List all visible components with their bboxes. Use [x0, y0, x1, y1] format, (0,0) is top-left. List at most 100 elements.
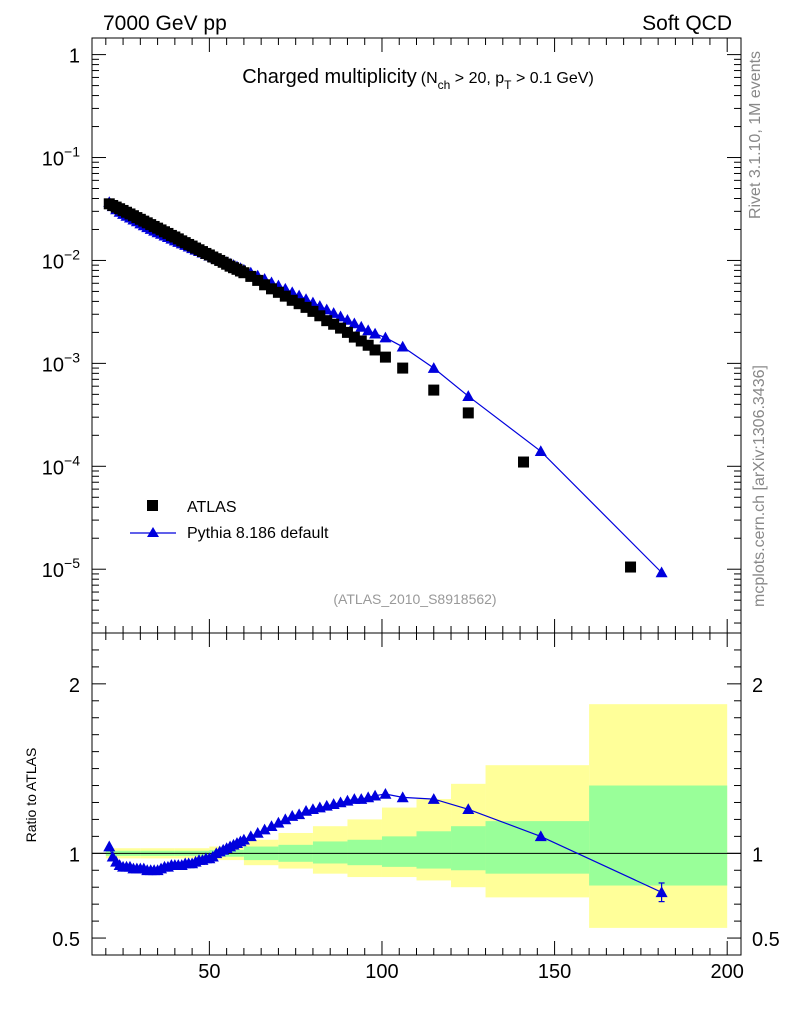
atlas-point: [348, 331, 360, 343]
main-y-tick-labels: 110−110−210−310−410−5: [42, 46, 80, 583]
chart-title-sub-ch: ch: [438, 78, 451, 92]
main-y-tick-exp: −1: [64, 144, 80, 160]
pythia-point: [334, 310, 347, 322]
x-tick-label: 200: [711, 961, 744, 983]
atlas-point: [335, 322, 347, 334]
ratio-y-tick-label-left: 1: [69, 844, 80, 866]
atlas-point: [369, 344, 381, 356]
atlas-point: [362, 339, 374, 351]
main-y-tick-exp: −2: [64, 246, 80, 262]
atlas-point: [307, 305, 319, 317]
main-y-tick-base: 10: [42, 354, 64, 376]
atlas-points: [103, 198, 637, 573]
atlas-point: [286, 294, 298, 306]
main-y-tick-label: 10−1: [42, 144, 80, 171]
ratio-band-green: [416, 831, 452, 869]
chart-title-open: (N: [421, 70, 438, 87]
ratio-point: [427, 793, 440, 804]
pythia-point: [369, 327, 382, 339]
main-y-tick-label: 10−5: [42, 555, 80, 582]
legend-pythia-label: Pythia 8.186 default: [187, 525, 329, 542]
main-y-tick-base: 10: [42, 149, 64, 171]
ratio-point: [293, 808, 306, 820]
ratio-point: [237, 833, 250, 845]
ratio-y-tick-label-right: 0.5: [752, 929, 780, 951]
atlas-point: [293, 298, 305, 310]
x-tick-labels: 50 100 150 200: [198, 961, 744, 983]
ratio-y-axis-label: Ratio to ATLAS: [23, 748, 39, 843]
ratio-band-green: [589, 785, 728, 886]
main-ticks: [92, 38, 741, 633]
legend-atlas-marker: [147, 500, 158, 511]
ratio-ticks: [92, 633, 741, 955]
main-y-tick-base: 10: [42, 560, 64, 582]
pythia-point: [355, 320, 368, 332]
main-y-tick-exp: −5: [64, 555, 80, 571]
header-right: Soft QCD: [642, 12, 732, 35]
main-panel: 110−110−210−310−410−5 Charged multiplici…: [42, 37, 742, 634]
rivet-version: Rivet 3.1.10, 1M events: [747, 51, 764, 219]
ratio-panel: 0.5 0.5 1 1 2 2 50 100 150 200 Ratio to ATLAS: [23, 632, 780, 983]
main-y-tick-label: 10−3: [42, 349, 80, 376]
ratio-band-green: [312, 841, 348, 864]
ratio-points: [103, 788, 668, 903]
atlas-point: [625, 561, 637, 573]
ratio-band-green: [485, 821, 590, 874]
pythia-point: [462, 390, 475, 401]
atlas-point: [252, 274, 264, 286]
header-left: 7000 GeV pp: [103, 12, 227, 35]
atlas-point: [397, 362, 409, 374]
pythia-point: [362, 324, 375, 336]
main-y-tick-exp: −3: [64, 349, 80, 365]
atlas-point: [518, 456, 530, 468]
ratio-point: [534, 830, 547, 842]
pythia-point: [655, 566, 668, 578]
atlas-point: [272, 286, 284, 298]
main-y-tick-label: 1: [69, 46, 80, 68]
main-y-tick-label: 10−4: [42, 452, 80, 479]
atlas-point: [245, 270, 257, 282]
ratio-band-green: [347, 839, 382, 866]
legend-pythia-marker: [147, 527, 159, 537]
ratio-point: [369, 789, 382, 801]
chart-title-main: Charged multiplicity: [242, 66, 417, 88]
x-tick-label: 50: [198, 961, 220, 983]
atlas-point: [238, 267, 250, 279]
legend: ATLAS Pythia 8.186 default: [130, 499, 329, 542]
x-tick-label: 150: [538, 961, 571, 983]
pythia-curve: [108, 201, 663, 573]
pythia-point: [534, 445, 547, 457]
atlas-point: [355, 335, 367, 347]
chart-title-sub-t: T: [504, 78, 512, 92]
atlas-point: [314, 310, 326, 322]
ratio-y-tick-labels: 0.5 0.5 1 1 2 2: [52, 675, 780, 951]
ratio-point: [265, 820, 278, 831]
chart-title-mid: > 20, p: [450, 70, 504, 87]
ratio-point: [272, 816, 285, 828]
ratio-point: [462, 803, 475, 815]
main-y-tick-label: 10−2: [42, 246, 80, 273]
ratio-band-green: [381, 836, 417, 867]
main-y-tick-base: 10: [42, 457, 64, 479]
analysis-tag: (ATLAS_2010_S8918562): [333, 591, 496, 607]
atlas-point: [428, 384, 440, 396]
atlas-point: [259, 279, 271, 291]
x-tick-label: 100: [365, 961, 398, 983]
ratio-point: [379, 788, 392, 799]
pythia-points: [103, 196, 668, 578]
ratio-point: [396, 791, 409, 803]
ratio-point: [244, 830, 257, 842]
legend-atlas-label: ATLAS: [187, 499, 237, 516]
main-frame: [91, 37, 742, 634]
ratio-point: [258, 823, 271, 835]
atlas-point: [328, 318, 340, 330]
main-y-tick-exp: −4: [64, 452, 80, 468]
ratio-point: [655, 886, 668, 898]
ratio-bands: [105, 704, 728, 928]
ratio-point: [279, 813, 292, 825]
pythia-point: [341, 313, 354, 325]
main-y-tick-base: 10: [42, 251, 64, 273]
pythia-point: [379, 331, 392, 343]
chart-title-close: > 0.1 GeV): [512, 70, 594, 87]
